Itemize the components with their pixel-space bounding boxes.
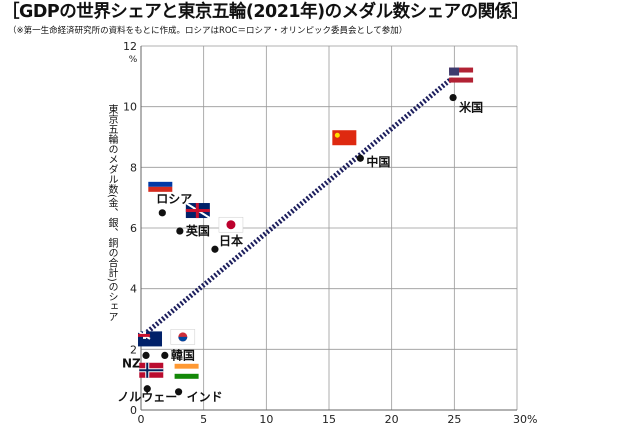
flag-cross xyxy=(138,333,151,337)
y-tick-label: 0 xyxy=(130,404,137,417)
data-label: 米国 xyxy=(459,100,483,115)
flag-stripe xyxy=(148,186,173,192)
flag-icon xyxy=(174,363,199,379)
y-axis-label: 東京五輪のメダル数(金、銀、銅の合計)のシェア xyxy=(106,104,117,322)
flag-icon xyxy=(449,67,474,83)
flag-stripe xyxy=(449,77,474,83)
flag-stripe xyxy=(174,373,199,379)
y-tick-label: 12 xyxy=(123,40,137,53)
flag-icon xyxy=(137,330,163,347)
flag-icon xyxy=(218,216,244,233)
data-label: 英国 xyxy=(186,223,210,238)
data-label: ロシア xyxy=(156,192,192,206)
data-label: ノルウェー xyxy=(117,390,177,404)
flag-cross xyxy=(185,209,210,213)
y-tick-label: 10 xyxy=(123,101,137,114)
flag-icon xyxy=(170,329,196,345)
data-label: NZ xyxy=(122,356,141,370)
flag-stripe xyxy=(449,72,474,78)
data-point xyxy=(176,227,184,235)
flag-icon xyxy=(148,176,173,192)
chart-subtitle: （※第一生命経済研究所の資料をもとに作成。ロシアはROC＝ロシア・オリンピック委… xyxy=(8,26,408,36)
y-tick-label: 6 xyxy=(130,222,137,235)
flag-canton xyxy=(449,67,460,76)
x-tick-label: 10 xyxy=(259,413,273,426)
x-tick-label: 20 xyxy=(385,413,399,426)
x-tick-label: 30% xyxy=(513,413,537,426)
y-unit-label: % xyxy=(129,55,138,65)
data-point xyxy=(161,351,169,359)
chart-title: ［GDPの世界シェアと東京五輪(2021年)のメダル数シェアの関係］ xyxy=(2,2,529,22)
data-label: インド xyxy=(187,390,223,404)
flag-field xyxy=(332,130,357,146)
flag-stripe xyxy=(449,67,474,73)
data-label: 中国 xyxy=(366,154,390,169)
data-point xyxy=(175,388,183,396)
y-tick-label: 2 xyxy=(130,343,137,356)
x-tick-label: 15 xyxy=(322,413,336,426)
flag-stripe xyxy=(174,368,199,374)
data-point xyxy=(211,245,219,253)
data-label: 日本 xyxy=(219,233,243,248)
y-tick-label: 8 xyxy=(130,161,137,174)
x-tick-label: 0 xyxy=(138,413,145,426)
data-point xyxy=(142,351,150,359)
flag-disc xyxy=(226,220,236,230)
flag-stripe xyxy=(174,363,199,369)
flag-icon xyxy=(139,362,164,378)
flag-stripe xyxy=(148,176,173,182)
data-label: 韓国 xyxy=(171,347,195,362)
data-point xyxy=(449,93,457,102)
x-tick-label: 25 xyxy=(447,413,461,426)
flag-icon xyxy=(332,130,357,146)
flag-disc-half xyxy=(178,336,188,342)
data-point xyxy=(158,209,166,217)
flag-icon xyxy=(185,202,211,219)
flag-cross xyxy=(139,369,164,372)
data-point xyxy=(356,154,364,162)
flag-star xyxy=(334,132,340,138)
flag-stripe xyxy=(148,181,173,187)
y-tick-label: 4 xyxy=(130,283,137,296)
x-tick-label: 5 xyxy=(200,413,207,426)
data-point xyxy=(143,385,151,393)
